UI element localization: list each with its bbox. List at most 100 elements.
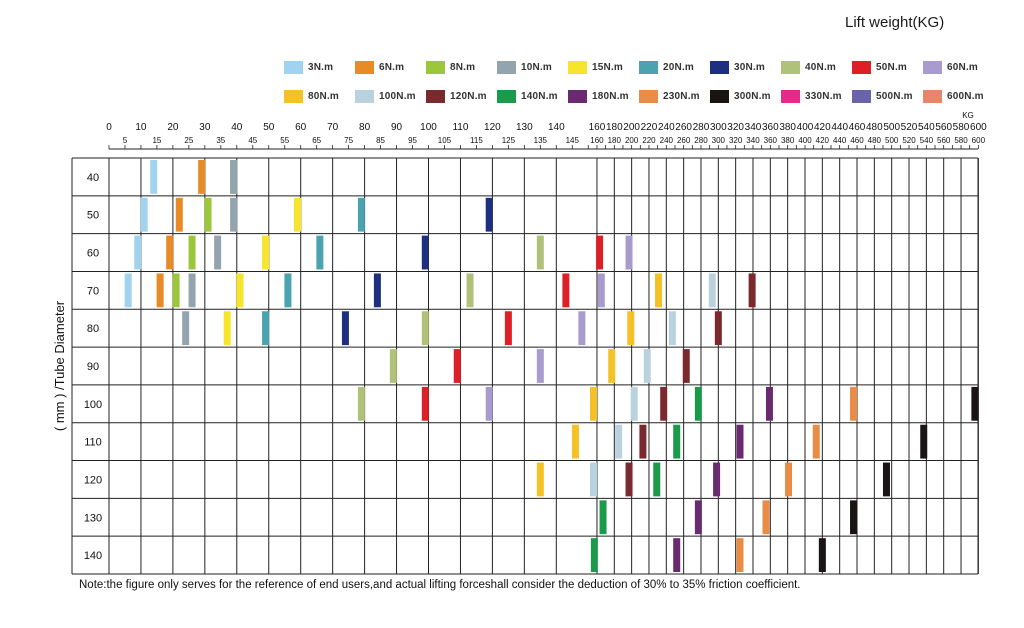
row-label: 80 — [87, 323, 99, 335]
bar — [627, 311, 635, 346]
bar — [421, 386, 429, 421]
x-tick-label-bottom: 145 — [566, 136, 580, 145]
bar — [694, 500, 702, 535]
bar — [316, 235, 324, 270]
bar — [748, 273, 756, 308]
x-tick-label-bottom: 125 — [502, 136, 516, 145]
legend-item: 500N.m — [852, 87, 913, 105]
bar — [223, 311, 231, 346]
legend-item: 30N.m — [710, 58, 765, 76]
bar — [421, 311, 429, 346]
row-label: 40 — [87, 172, 99, 184]
legend-swatch — [852, 89, 871, 103]
x-tick-label-top: 400 — [797, 122, 814, 133]
bar — [660, 386, 668, 421]
x-tick-label-bottom: 25 — [184, 136, 193, 145]
bar — [466, 273, 474, 308]
bar — [590, 462, 598, 497]
legend-item: 80N.m — [284, 87, 339, 105]
bar — [504, 311, 512, 346]
bar — [262, 235, 270, 270]
bar — [597, 273, 605, 308]
x-tick-label-top: 40 — [231, 122, 243, 133]
x-tick-label-top: 110 — [452, 122, 468, 133]
bar — [204, 197, 212, 232]
legend-label: 3N.m — [308, 61, 334, 73]
bar — [188, 235, 196, 270]
bar — [262, 311, 270, 346]
x-tick-label-bottom: 380 — [781, 136, 795, 145]
legend-swatch — [568, 89, 587, 103]
x-tick-label-bottom: 5 — [123, 136, 128, 145]
x-tick-label-bottom: 580 — [954, 136, 968, 145]
x-tick-label-top: 10 — [135, 122, 147, 133]
row-label: 120 — [84, 474, 102, 486]
bar — [188, 273, 196, 308]
legend-item: 180N.m — [568, 87, 629, 105]
bar — [536, 235, 544, 270]
legend-item: 300N.m — [710, 87, 771, 105]
x-tick-label-top: 30 — [199, 122, 211, 133]
legend-swatch — [284, 89, 303, 103]
legend-item: 100N.m — [355, 87, 416, 105]
x-tick-label-bottom: 160 — [590, 136, 604, 145]
row-label: 90 — [87, 361, 99, 373]
x-tick-label-bottom: 85 — [376, 136, 385, 145]
x-tick-label-bottom: 105 — [438, 136, 452, 145]
legend-label: 140N.m — [521, 90, 558, 102]
bar — [172, 273, 180, 308]
x-tick-label-top: 200 — [623, 122, 640, 133]
bar — [571, 424, 579, 459]
legend-swatch — [781, 60, 800, 74]
x-tick-label-top: 80 — [359, 122, 371, 133]
x-tick-label-bottom: 280 — [694, 136, 708, 145]
x-tick-label-top: 300 — [710, 122, 727, 133]
bar — [599, 500, 607, 535]
bar — [485, 386, 493, 421]
x-tick-label-top: 500 — [883, 122, 900, 133]
legend-swatch — [639, 60, 658, 74]
legend-item: 50N.m — [852, 58, 907, 76]
bar — [156, 273, 164, 308]
x-tick-label-bottom: 460 — [850, 136, 864, 145]
x-tick-label-top: 0 — [106, 122, 112, 133]
bar — [175, 197, 183, 232]
x-tick-label-top: 140 — [548, 122, 565, 133]
x-tick-label-bottom: 115 — [470, 136, 483, 145]
legend-swatch — [497, 60, 516, 74]
x-tick-label-top: 180 — [606, 122, 623, 133]
legend-item: 8N.m — [426, 58, 475, 76]
legend-label: 500N.m — [876, 90, 913, 102]
x-tick-label-bottom: 300 — [712, 136, 726, 145]
legend-swatch — [923, 89, 942, 103]
row-label: 100 — [84, 399, 102, 411]
bar — [150, 160, 158, 194]
bar — [373, 273, 381, 308]
bar — [284, 273, 292, 308]
x-tick-label-top: 600 — [970, 122, 987, 133]
bar — [536, 349, 544, 383]
row-label: 50 — [87, 210, 99, 222]
bar — [389, 349, 397, 383]
legend-label: 40N.m — [805, 61, 837, 73]
x-tick-label-bottom: 260 — [677, 136, 691, 145]
lift-weight-title: Lift weight(KG) — [845, 14, 945, 31]
x-tick-label-top: 50 — [263, 122, 275, 133]
bar — [140, 197, 148, 232]
legend-item: 600N.m — [923, 87, 984, 105]
legend-swatch — [710, 60, 729, 74]
x-tick-label-bottom: 220 — [642, 136, 656, 145]
x-tick-label-bottom: 75 — [344, 136, 353, 145]
x-tick-label-top: 540 — [918, 122, 935, 133]
row-label: 110 — [84, 437, 102, 449]
x-tick-label-top: 60 — [295, 122, 307, 133]
bar — [608, 349, 616, 383]
bar — [882, 462, 890, 497]
x-tick-label-top: 420 — [814, 122, 831, 133]
bar — [615, 424, 623, 459]
legend-swatch — [426, 60, 445, 74]
bar — [562, 273, 570, 308]
legend-swatch — [639, 89, 658, 103]
x-tick-label-top: 70 — [327, 122, 339, 133]
bar — [578, 311, 586, 346]
